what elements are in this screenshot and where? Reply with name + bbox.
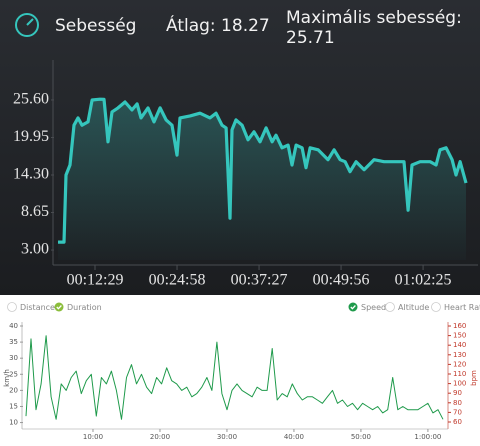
y2-tick-label: 100 [453, 380, 466, 388]
y2-tick-label: 60 [453, 418, 462, 426]
x-tick-label: 00:49:56 [313, 272, 370, 289]
y-axis-label: km/h [3, 369, 11, 387]
x-tick-label: 30:00 [217, 433, 237, 441]
x-tick-label: 01:02:25 [395, 272, 452, 289]
title: Sebesség [55, 16, 137, 36]
toggle-label: Duration [67, 303, 102, 312]
toggle-checked [348, 302, 358, 312]
y2-tick-label: 140 [453, 341, 466, 349]
y2-tick-label: 80 [453, 399, 462, 407]
toggle-label: Distance [20, 303, 55, 312]
x-tick-label: 20:00 [150, 433, 170, 441]
y2-tick-label: 70 [453, 408, 462, 416]
y2-tick-label: 90 [453, 389, 462, 397]
y2-tick-label: 130 [453, 351, 466, 359]
toggle [385, 302, 395, 312]
y2-tick-label: 120 [453, 360, 466, 368]
area-fill [58, 99, 466, 260]
x-tick-label: 50:00 [351, 433, 371, 441]
y-tick-label: 15 [9, 402, 18, 410]
y2-axis-label: bpm [470, 370, 478, 386]
average: Átlag: 18.27 [166, 16, 270, 36]
y-tick-label: 20 [9, 386, 18, 394]
y2-tick-label: 160 [453, 322, 466, 330]
y-tick-label: 30 [9, 354, 18, 362]
y-tick-label: 25.60 [13, 91, 49, 108]
toggle [7, 302, 17, 312]
check [56, 305, 62, 310]
speed-line [58, 97, 468, 244]
y-tick-label: 19.95 [13, 128, 49, 145]
speed-icon [15, 13, 39, 37]
toggle-label: Altitude [398, 303, 429, 312]
y-tick-label: 14.30 [13, 166, 49, 183]
y-tick-label: 25 [9, 370, 18, 378]
y-tick-label: 3.00 [21, 241, 49, 258]
y-tick-label: 35 [9, 338, 18, 346]
x-tick-label: 10:00 [83, 433, 103, 441]
speed-line [25, 335, 444, 420]
max-speed: Maximális sebesség: 25.71 [286, 8, 462, 48]
x-tick-label: 00:12:29 [67, 272, 124, 289]
toggle [431, 302, 441, 312]
y2-tick-label: 150 [453, 332, 466, 340]
y-tick-label: 10 [9, 419, 18, 427]
x-tick-label: 00:24:58 [149, 272, 206, 289]
y-tick-label: 40 [9, 322, 18, 330]
y2-tick-label: 110 [453, 370, 466, 378]
toggle-label: Heart Rate [444, 303, 480, 312]
check [350, 305, 356, 310]
toggle-checked [54, 302, 64, 312]
toggle-label: Speed [361, 303, 386, 312]
x-tick-label: 1:00:00 [414, 433, 441, 441]
x-tick-label: 40:00 [284, 433, 304, 441]
x-tick-label: 00:37:27 [231, 272, 288, 289]
y-tick-label: 8.65 [21, 203, 49, 220]
